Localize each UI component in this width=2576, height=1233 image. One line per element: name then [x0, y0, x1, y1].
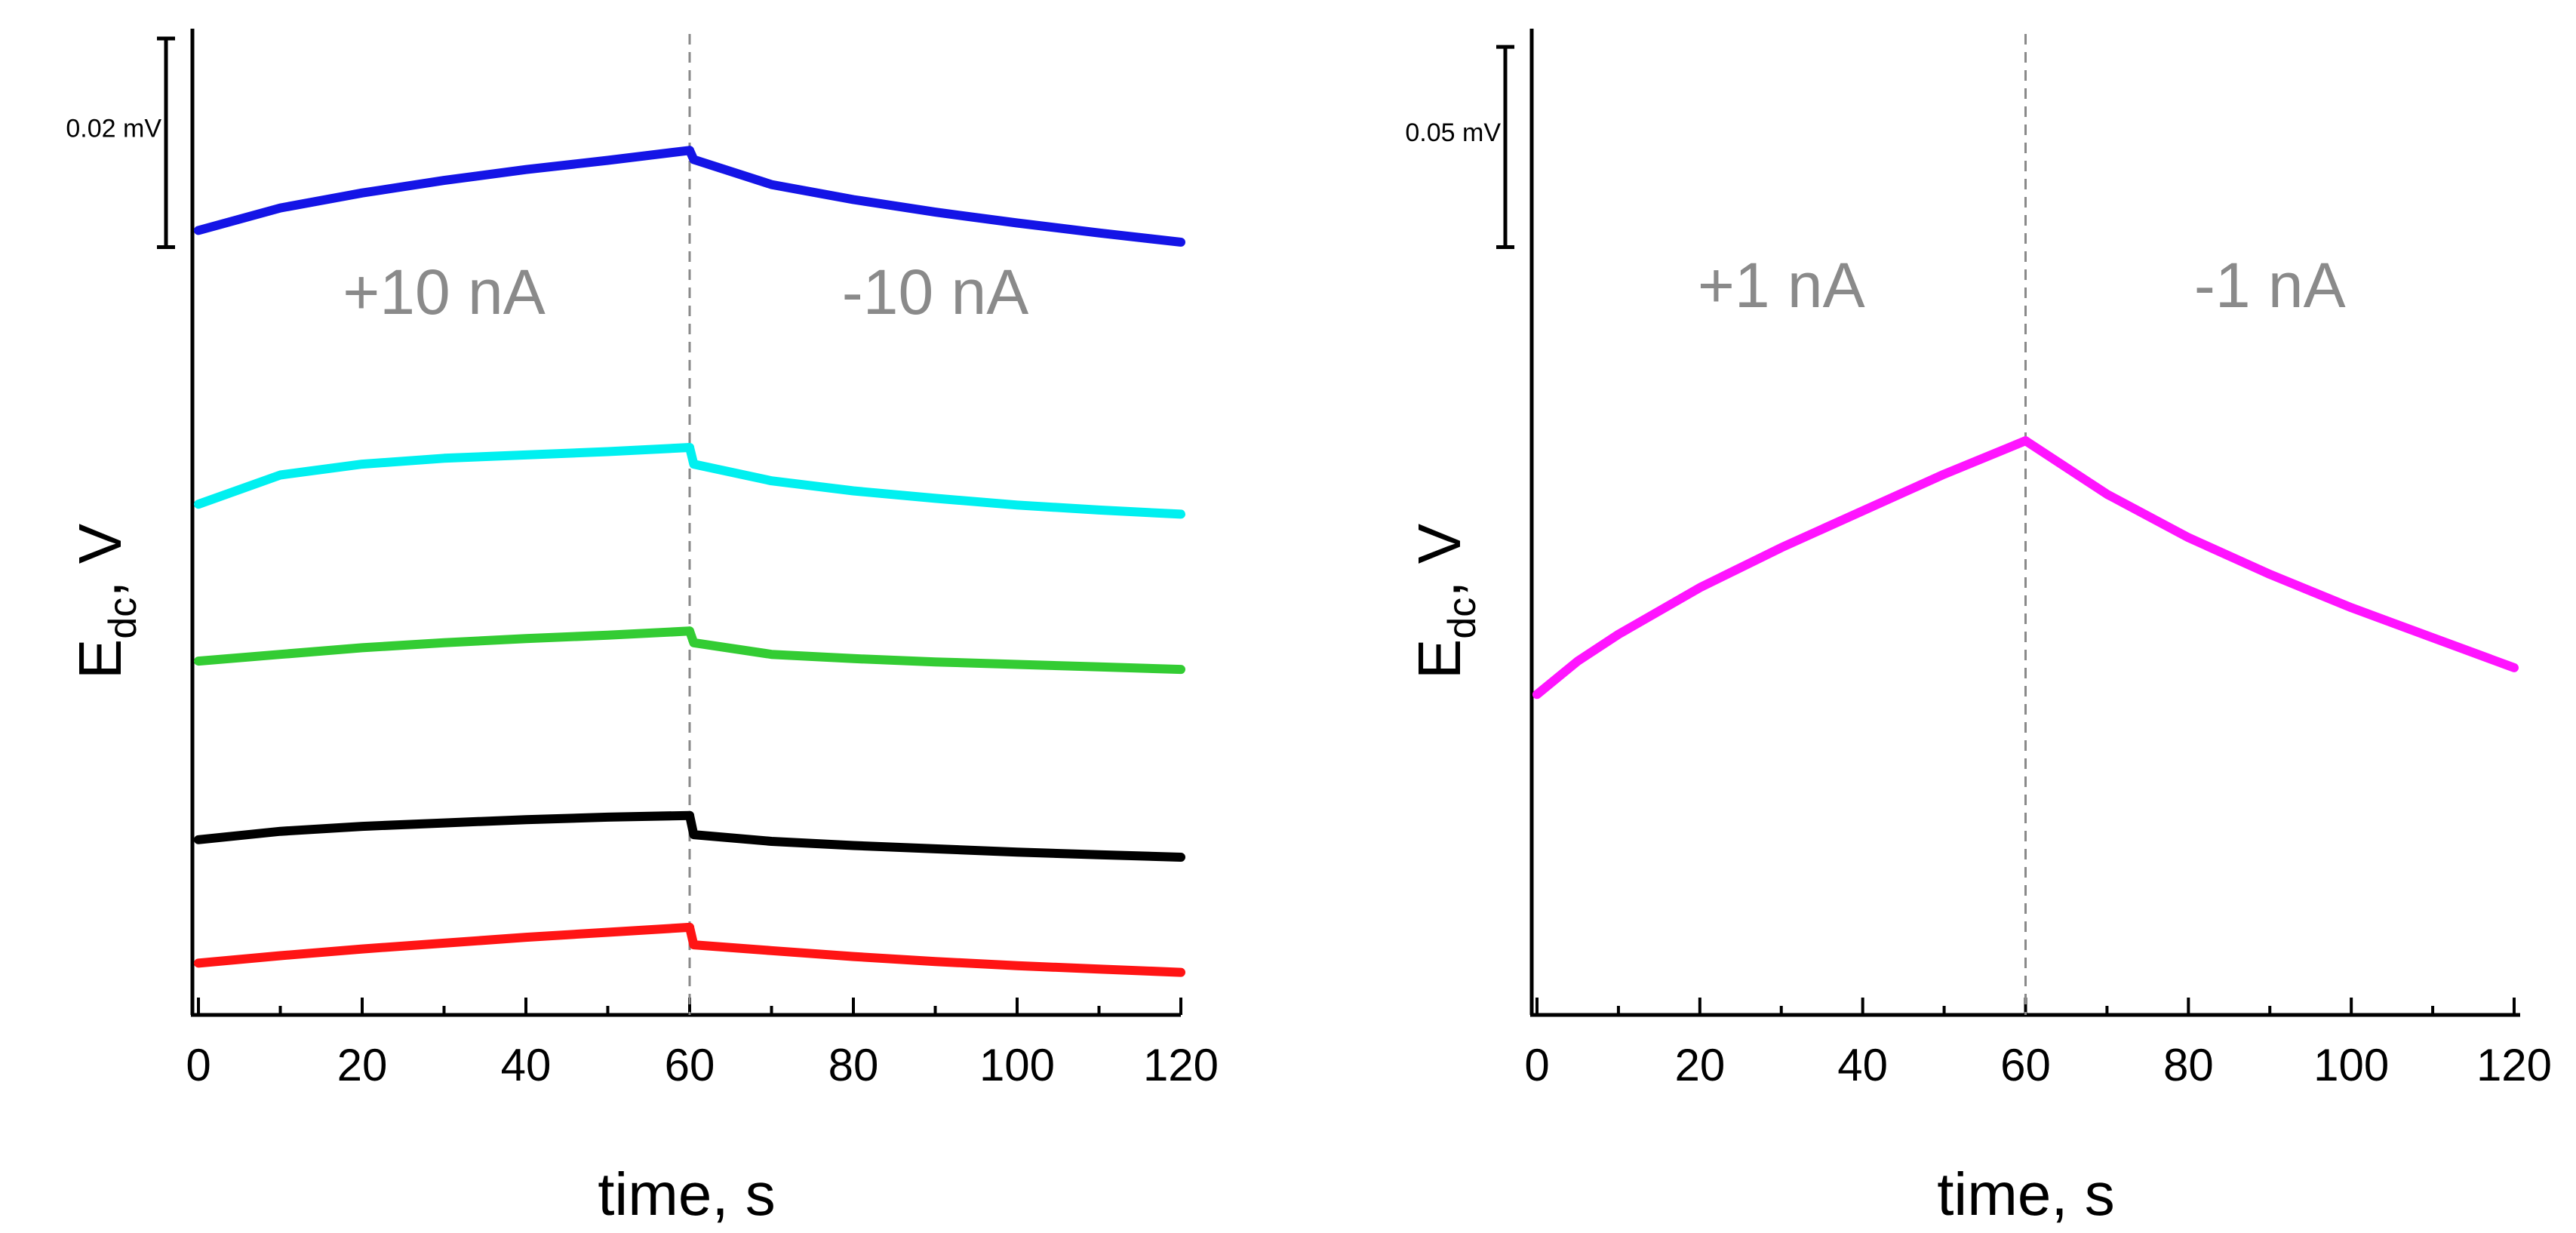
x-tick-label: 120 [1143, 1040, 1219, 1090]
x-tick-label: 100 [2313, 1040, 2389, 1090]
x-tick-label: 80 [828, 1040, 879, 1090]
right-y-axis-title-sub: dc [1440, 598, 1484, 639]
x-tick-label: 60 [2000, 1040, 2051, 1090]
series-line-blue-before [194, 146, 694, 235]
x-tick-label: 0 [186, 1040, 211, 1090]
left-series-group [194, 146, 1185, 977]
series-line-magenta-after [2021, 436, 2519, 672]
series-line-green-before [194, 626, 694, 666]
series-line-magenta-before [1532, 436, 2030, 700]
series-line-green-after [685, 626, 1185, 675]
series-line-red-after [685, 922, 1185, 977]
x-tick-label: 80 [2163, 1040, 2214, 1090]
x-tick-label: 20 [337, 1040, 388, 1090]
series-line-cyan-before [194, 443, 694, 509]
right-x-ticks: 0 20 40 60 80 100 120 [1524, 998, 2552, 1090]
series-line-cyan-after [685, 443, 1185, 519]
left-y-axis-title-main: E [66, 639, 134, 679]
right-x-axis-title: time, s [1937, 1161, 2115, 1228]
left-y-axis-title: Edc, V [66, 523, 145, 679]
series-line-blue-after [685, 146, 1185, 247]
left-x-ticks: 0 20 40 60 80 100 120 [186, 998, 1219, 1090]
right-scale-bar: 0.05 mV [1405, 45, 1514, 250]
x-tick-label: 40 [501, 1040, 552, 1090]
left-panel: 0 20 40 60 80 100 120 0.02 mV +10 nA -10 nA ti… [66, 29, 1219, 1228]
x-tick-label: 0 [1524, 1040, 1549, 1090]
x-tick-label: 120 [2476, 1040, 2552, 1090]
series-line-red-before [194, 922, 694, 968]
right-annotation-positive: +1 nA [1698, 250, 1865, 321]
left-x-axis-title: time, s [598, 1161, 776, 1228]
left-y-axis-title-suffix: , V [66, 523, 134, 597]
x-tick-label: 20 [1674, 1040, 1725, 1090]
right-annotation-negative: -1 nA [2194, 250, 2346, 321]
right-y-axis-title: Edc, V [1406, 523, 1484, 679]
left-annotation-positive: +10 nA [343, 257, 546, 327]
right-series-group [1532, 436, 2519, 700]
right-y-axis-title-suffix: , V [1406, 523, 1473, 597]
left-annotation-negative: -10 nA [842, 257, 1029, 327]
left-scale-label: 0.02 mV [66, 114, 161, 143]
x-tick-label: 60 [665, 1040, 715, 1090]
left-scale-bar: 0.02 mV [66, 36, 175, 250]
right-panel: 0 20 40 60 80 100 120 0.05 mV +1 nA -1 nA time… [1405, 29, 2552, 1228]
series-line-black-before [194, 810, 694, 844]
x-tick-label: 40 [1837, 1040, 1888, 1090]
right-y-axis-title-main: E [1406, 639, 1473, 679]
x-tick-label: 100 [979, 1040, 1055, 1090]
right-scale-label: 0.05 mV [1405, 118, 1501, 147]
series-line-black-after [685, 810, 1185, 862]
left-y-axis-title-sub: dc [101, 598, 145, 639]
